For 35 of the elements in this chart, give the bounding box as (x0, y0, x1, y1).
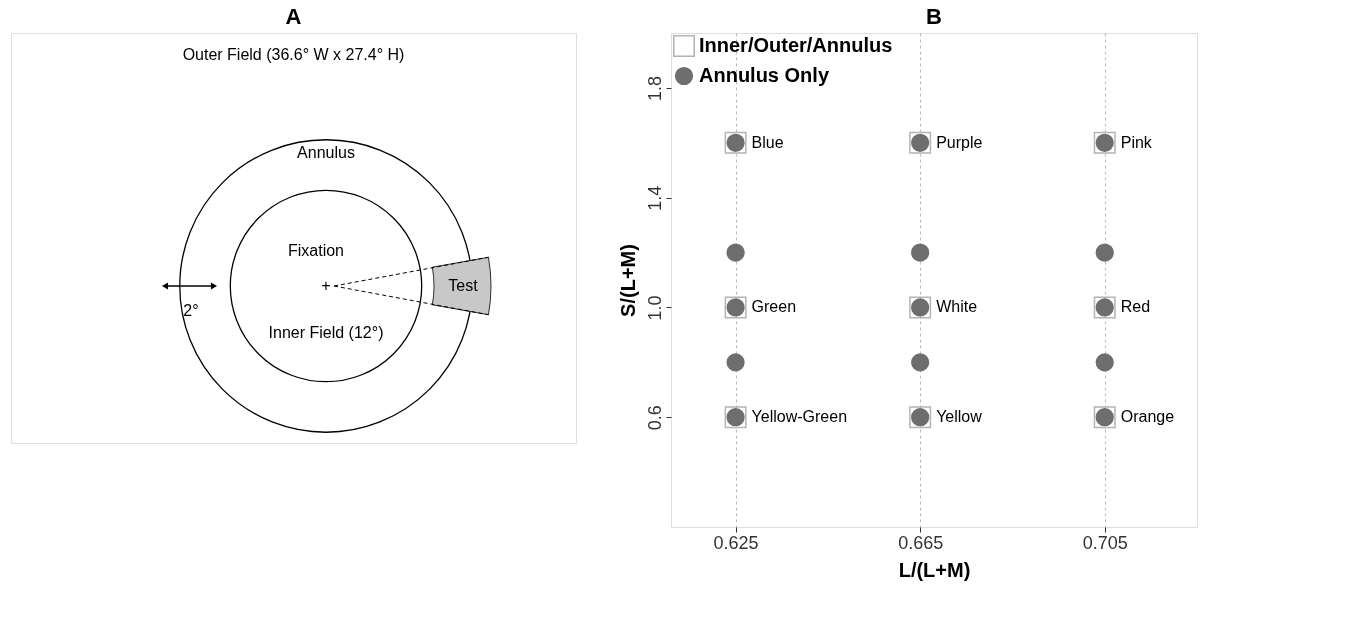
annotation: Green (751, 298, 797, 316)
x-tick-label: 0.625 (713, 532, 759, 553)
text: + (321, 277, 331, 294)
x-tick-label: 0.665 (898, 532, 944, 553)
chart-title: B (926, 4, 942, 29)
text: Fixation (287, 242, 345, 259)
y-tick-label: 1.0 (644, 295, 665, 321)
point (1095, 243, 1114, 262)
y-tick-label: 0.6 (644, 405, 665, 431)
annotation: Blue (751, 133, 784, 151)
text: Outer Field (36.6° W x 27.4° H) (182, 46, 405, 63)
y-tick-label: 1.8 (644, 75, 665, 101)
point (726, 243, 745, 262)
text: 2° (183, 302, 199, 319)
point (911, 353, 930, 372)
text: Test (448, 277, 479, 294)
y-tick-label: 1.4 (644, 185, 665, 211)
point (1095, 353, 1114, 372)
x-tick-label: 0.705 (1082, 532, 1128, 553)
annotation: Yellow (936, 408, 983, 426)
point (911, 243, 930, 262)
annotation: Purple (936, 133, 983, 151)
y-axis-title: S/(L+M) (616, 244, 639, 317)
legend-label: Annulus Only (699, 64, 830, 86)
point (726, 353, 745, 372)
text: Annulus (297, 144, 355, 161)
annotation: Red (1120, 298, 1151, 316)
annotation: Orange (1120, 408, 1175, 426)
text: A (285, 4, 302, 29)
annotation: Yellow-Green (751, 408, 848, 426)
annotation: Pink (1120, 133, 1153, 151)
text: Inner Field (12°) (268, 324, 384, 341)
annotation: White (936, 298, 978, 316)
legend-label: Inner/Outer/Annulus (699, 34, 893, 56)
x-axis-title: L/(L+M) (898, 558, 971, 581)
